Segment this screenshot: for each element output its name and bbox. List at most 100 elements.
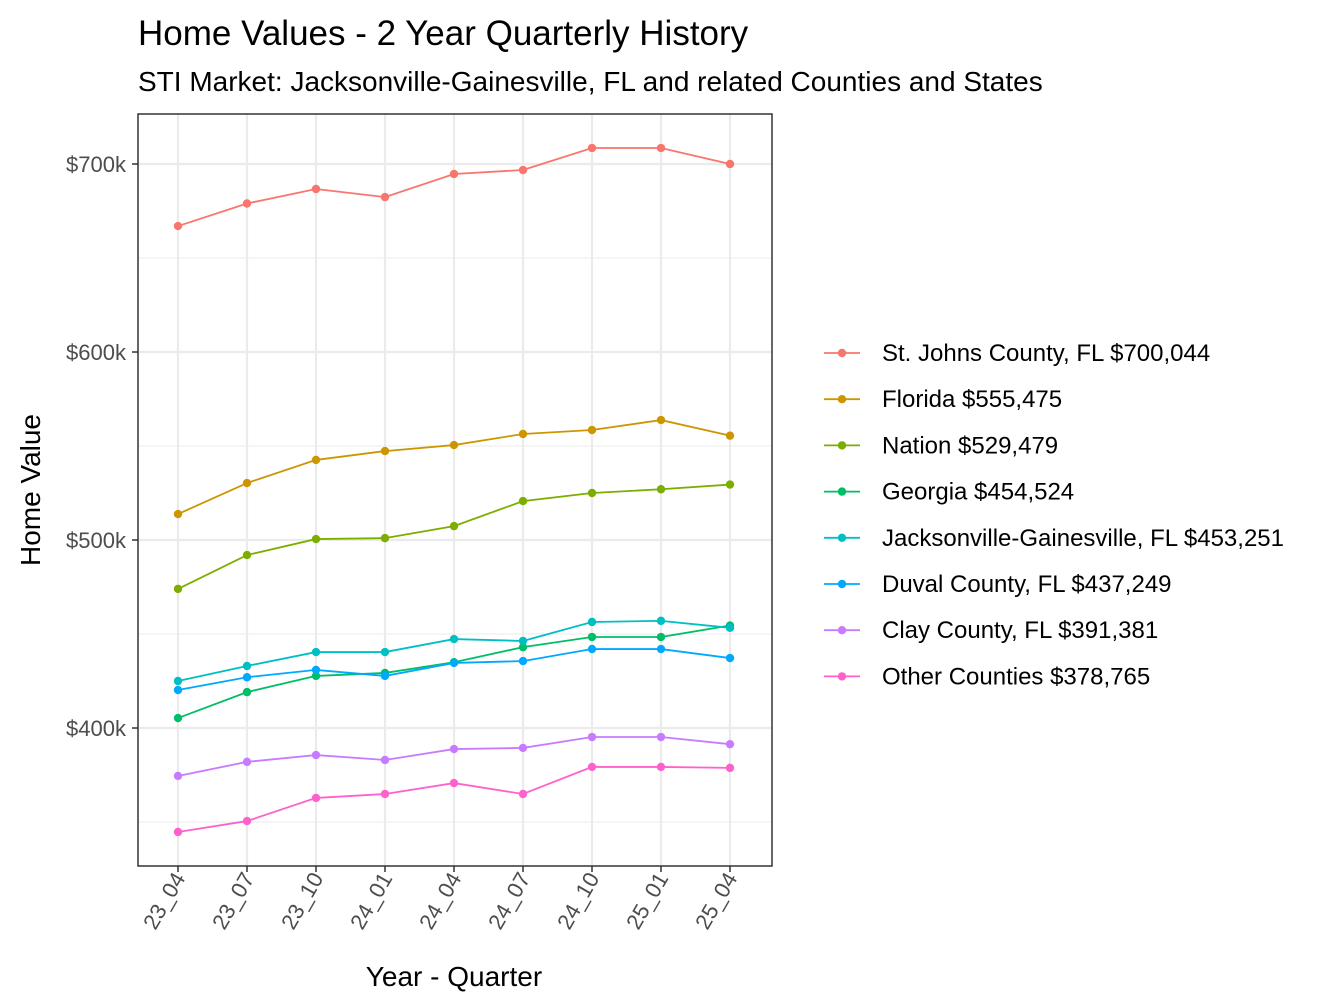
data-point: [311, 184, 321, 194]
x-tick-label: 23_04: [138, 868, 190, 933]
legend-item: St. Johns County, FL $700,044: [824, 340, 1210, 367]
data-point: [518, 636, 528, 646]
data-point: [311, 671, 321, 681]
y-axis-title: Home Value: [15, 414, 46, 566]
data-point: [173, 221, 183, 231]
data-point: [656, 762, 666, 772]
data-point: [380, 789, 390, 799]
legend-label: Florida $555,475: [882, 386, 1062, 413]
data-point: [518, 743, 528, 753]
data-point: [380, 755, 390, 765]
legend-label: Jacksonville-Gainesville, FL $453,251: [882, 525, 1284, 552]
series-nation: [173, 480, 735, 594]
data-point: [656, 616, 666, 626]
legend-item: Nation $529,479: [824, 432, 1058, 459]
data-point: [656, 143, 666, 153]
chart-title: Home Values - 2 Year Quarterly History: [138, 14, 749, 53]
data-point: [587, 732, 597, 742]
plot-panel-border: [137, 113, 773, 867]
legend-key-point: [837, 579, 847, 589]
legend-label: Duval County, FL $437,249: [882, 571, 1172, 598]
legend-label: Nation $529,479: [882, 432, 1058, 459]
legend-label: Georgia $454,524: [882, 479, 1074, 506]
data-point: [311, 455, 321, 465]
data-point: [587, 488, 597, 498]
data-point: [449, 169, 459, 179]
legend-label: Clay County, FL $391,381: [882, 617, 1158, 644]
data-point: [380, 671, 390, 681]
data-point: [242, 199, 252, 208]
data-point: [242, 478, 252, 488]
grid: [138, 114, 772, 866]
legend-item: Jacksonville-Gainesville, FL $453,251: [824, 525, 1284, 552]
data-point: [656, 415, 666, 425]
series-other: [173, 762, 735, 837]
data-point: [656, 485, 666, 494]
data-point: [173, 827, 183, 837]
legend-label: Other Counties $378,765: [882, 663, 1150, 690]
x-tick-label: 24_04: [414, 868, 466, 933]
data-point: [380, 192, 390, 202]
legend-key-point: [837, 395, 847, 404]
chart-subtitle: STI Market: Jacksonville-Gainesville, FL…: [138, 66, 1043, 97]
data-point: [173, 771, 183, 781]
legend-key-point: [837, 441, 847, 450]
legend-item: Florida $555,475: [824, 386, 1062, 413]
series-clay: [173, 732, 735, 781]
data-point: [311, 665, 321, 675]
data-point: [518, 789, 528, 799]
y-tick-label: $500k: [66, 528, 127, 553]
data-point: [587, 762, 597, 772]
data-point: [449, 521, 459, 531]
data-point: [725, 653, 735, 663]
data-point: [380, 533, 390, 543]
data-point: [311, 534, 321, 544]
x-axis: 23_04 23_07 23_10 24_01 24_04 24_07 24_10 25_01…: [138, 866, 742, 933]
data-point: [173, 685, 183, 695]
data-point: [242, 661, 252, 671]
data-point: [518, 642, 528, 652]
data-point: [173, 676, 183, 686]
data-point: [242, 757, 252, 767]
data-point: [656, 632, 666, 642]
y-tick-label: $400k: [66, 716, 127, 741]
legend-key-point: [837, 348, 847, 358]
x-tick-label: 25_01: [621, 868, 673, 933]
legend-key-point: [837, 672, 847, 681]
x-tick-label: 24_07: [483, 868, 535, 933]
data-point: [518, 165, 528, 175]
data-point: [725, 623, 735, 633]
data-point: [311, 793, 321, 803]
series-layer: [173, 143, 735, 837]
data-point: [311, 750, 321, 760]
data-point: [656, 644, 666, 654]
legend-item: Duval County, FL $437,249: [824, 571, 1172, 598]
x-axis-title: Year - Quarter: [366, 961, 542, 992]
data-point: [449, 440, 459, 450]
data-point: [518, 496, 528, 506]
data-point: [725, 431, 735, 440]
legend-label: St. Johns County, FL $700,044: [882, 340, 1210, 367]
data-point: [518, 429, 528, 439]
data-point: [242, 816, 252, 826]
data-point: [311, 647, 321, 657]
legend-key-point: [837, 626, 847, 635]
y-tick-label: $700k: [66, 152, 127, 177]
data-point: [242, 673, 252, 682]
legend-item: Georgia $454,524: [824, 479, 1074, 506]
x-tick-label: 25_04: [690, 868, 742, 933]
data-point: [587, 143, 597, 153]
data-point: [380, 446, 390, 456]
x-tick-label: 23_10: [276, 868, 328, 933]
series-st: [173, 143, 735, 231]
data-point: [587, 617, 597, 627]
data-point: [725, 763, 735, 773]
data-point: [587, 644, 597, 654]
data-point: [656, 732, 666, 742]
data-point: [725, 159, 735, 169]
x-tick-label: 24_01: [345, 868, 397, 933]
data-point: [449, 744, 459, 754]
data-point: [725, 480, 735, 489]
data-point: [242, 687, 252, 697]
y-axis: $400k $500k $600k $700k: [66, 152, 138, 741]
